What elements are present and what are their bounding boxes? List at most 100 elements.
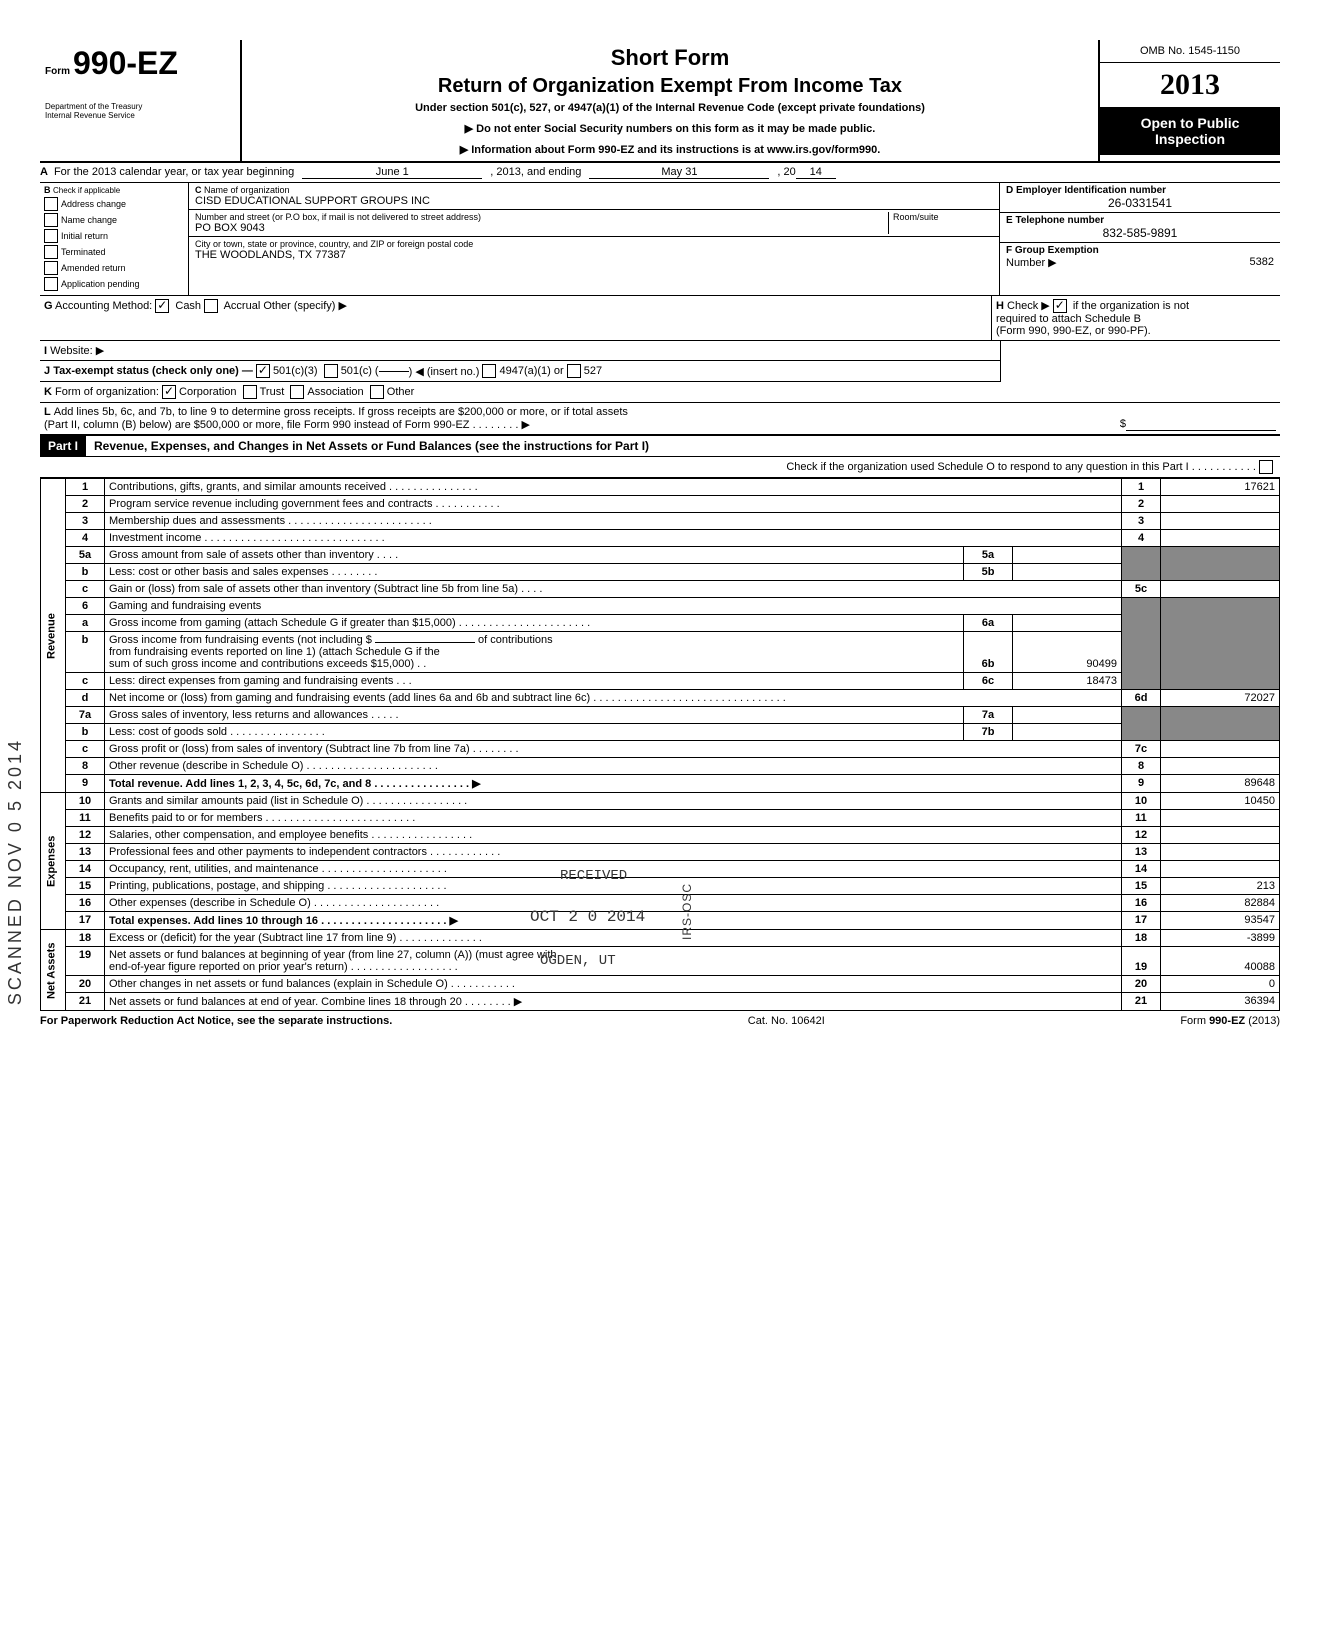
form-990ez: Form 990-EZ Department of the Treasury I… xyxy=(40,40,1280,1027)
line13-value xyxy=(1161,844,1280,861)
short-form-title: Short Form xyxy=(252,45,1088,71)
received-date-stamp: OCT 2 0 2014 xyxy=(530,908,645,926)
scanned-stamp: SCANNED NOV 0 5 2014 xyxy=(5,738,26,1005)
phone-label: E Telephone number xyxy=(1006,215,1274,226)
row-a-text3: , 20 xyxy=(777,166,795,179)
tax-year-begin: June 1 xyxy=(302,166,482,179)
col-c: C Name of organization CISD EDUCATIONAL … xyxy=(189,183,1000,295)
check-other-org[interactable] xyxy=(370,385,384,399)
header: Form 990-EZ Department of the Treasury I… xyxy=(40,40,1280,163)
note-ssn: ▶ Do not enter Social Security numbers o… xyxy=(252,122,1088,135)
side-expenses: Expenses xyxy=(41,793,66,930)
line5b-value xyxy=(1013,564,1122,581)
org-city: THE WOODLANDS, TX 77387 xyxy=(195,249,993,261)
line11-value xyxy=(1161,810,1280,827)
line14-value xyxy=(1161,861,1280,878)
omb-year-box: OMB No. 1545-1150 2013 Open to Public In… xyxy=(1100,40,1280,161)
col-def: D Employer Identification number 26-0331… xyxy=(1000,183,1280,295)
line21-value: 36394 xyxy=(1161,993,1280,1011)
line6d-value: 72027 xyxy=(1161,690,1280,707)
check-application-pending[interactable] xyxy=(44,277,58,291)
check-schedule-o-part1[interactable] xyxy=(1259,460,1273,474)
line10-value: 10450 xyxy=(1161,793,1280,810)
subtitle: Under section 501(c), 527, or 4947(a)(1)… xyxy=(252,102,1088,114)
line16-value: 82884 xyxy=(1161,895,1280,912)
part-1-header: Part I Revenue, Expenses, and Changes in… xyxy=(40,435,1280,457)
org-name: CISD EDUCATIONAL SUPPORT GROUPS INC xyxy=(195,195,993,207)
check-cash[interactable] xyxy=(155,299,169,313)
part-1-label: Part I xyxy=(40,436,86,456)
line3-value xyxy=(1161,513,1280,530)
check-accrual[interactable] xyxy=(204,299,218,313)
line15-value: 213 xyxy=(1161,878,1280,895)
line6a-value xyxy=(1013,615,1122,632)
line12-value xyxy=(1161,827,1280,844)
line9-value: 89648 xyxy=(1161,775,1280,793)
dept-irs: Internal Revenue Service xyxy=(45,111,235,120)
form-number: 990-EZ xyxy=(73,45,178,82)
section-bcdef: B Check if applicable Address change Nam… xyxy=(40,183,1280,296)
check-address-change[interactable] xyxy=(44,197,58,211)
omb-number: OMB No. 1545-1150 xyxy=(1100,40,1280,63)
line4-value xyxy=(1161,530,1280,547)
form-prefix: Form xyxy=(45,66,70,77)
line5c-value xyxy=(1161,581,1280,598)
line2-value xyxy=(1161,496,1280,513)
line6b-value: 90499 xyxy=(1013,632,1122,673)
line7c-value xyxy=(1161,741,1280,758)
return-title: Return of Organization Exempt From Incom… xyxy=(252,75,1088,98)
check-association[interactable] xyxy=(290,385,304,399)
tax-year-end-month: May 31 xyxy=(589,166,769,179)
line7a-value xyxy=(1013,707,1122,724)
check-terminated[interactable] xyxy=(44,245,58,259)
col-b: B Check if applicable Address change Nam… xyxy=(40,183,189,295)
ein-label: D Employer Identification number xyxy=(1006,185,1274,196)
dept-treasury: Department of the Treasury xyxy=(45,102,235,111)
irs-osc-stamp: IRS-OSC xyxy=(680,883,694,940)
check-amended[interactable] xyxy=(44,261,58,275)
phone-value: 832-585-9891 xyxy=(1006,226,1274,240)
check-corporation[interactable] xyxy=(162,385,176,399)
org-address: PO BOX 9043 xyxy=(195,222,888,234)
ogden-stamp: OGDEN, UT xyxy=(540,953,616,969)
ein-value: 26-0331541 xyxy=(1006,196,1274,210)
check-name-change[interactable] xyxy=(44,213,58,227)
check-501c3[interactable] xyxy=(256,364,270,378)
line6c-value: 18473 xyxy=(1013,673,1122,690)
tax-year: 2013 xyxy=(1100,63,1280,107)
line19-value: 40088 xyxy=(1161,947,1280,976)
check-initial-return[interactable] xyxy=(44,229,58,243)
row-a-text1: For the 2013 calendar year, or tax year … xyxy=(54,166,294,179)
label-a: A xyxy=(40,166,48,179)
line7b-value xyxy=(1013,724,1122,741)
line17-value: 93547 xyxy=(1161,912,1280,930)
group-exempt-label: F Group Exemption xyxy=(1006,245,1274,256)
line1-value: 17621 xyxy=(1161,479,1280,496)
line20-value: 0 xyxy=(1161,976,1280,993)
part-1-title: Revenue, Expenses, and Changes in Net As… xyxy=(86,439,1280,453)
received-stamp: RECEIVED xyxy=(560,868,627,884)
line5a-value xyxy=(1013,547,1122,564)
row-a-text2: , 2013, and ending xyxy=(490,166,581,179)
line18-value: -3899 xyxy=(1161,930,1280,947)
note-info: ▶ Information about Form 990-EZ and its … xyxy=(252,143,1088,156)
check-trust[interactable] xyxy=(243,385,257,399)
footer: For Paperwork Reduction Act Notice, see … xyxy=(40,1011,1280,1027)
footer-left: For Paperwork Reduction Act Notice, see … xyxy=(40,1015,392,1027)
row-a: A For the 2013 calendar year, or tax yea… xyxy=(40,163,1280,183)
line8-value xyxy=(1161,758,1280,775)
footer-form: 990-EZ xyxy=(1209,1015,1245,1027)
title-box: Short Form Return of Organization Exempt… xyxy=(242,40,1100,161)
part1-table: Revenue 1 Contributions, gifts, grants, … xyxy=(40,478,1280,1011)
check-schedule-b-not-required[interactable] xyxy=(1053,299,1067,313)
form-number-box: Form 990-EZ Department of the Treasury I… xyxy=(40,40,242,161)
group-exempt-number: 5382 xyxy=(1250,256,1274,269)
side-net-assets: Net Assets xyxy=(41,930,66,1011)
check-4947[interactable] xyxy=(482,364,496,378)
check-527[interactable] xyxy=(567,364,581,378)
footer-cat: Cat. No. 10642I xyxy=(748,1015,825,1027)
side-revenue: Revenue xyxy=(41,479,66,793)
check-501c[interactable] xyxy=(324,364,338,378)
open-to-public: Open to Public Inspection xyxy=(1100,107,1280,155)
tax-year-end-yy: 14 xyxy=(796,166,836,179)
